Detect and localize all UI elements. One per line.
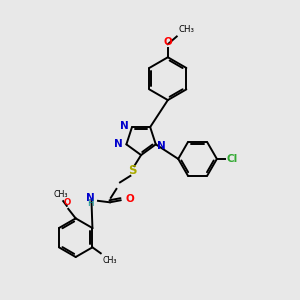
Text: N: N xyxy=(86,193,95,202)
Text: CH₃: CH₃ xyxy=(54,190,68,199)
Text: N: N xyxy=(120,121,128,131)
Text: N: N xyxy=(157,141,166,151)
Text: CH₃: CH₃ xyxy=(103,256,117,265)
Text: N: N xyxy=(114,140,123,149)
Text: CH₃: CH₃ xyxy=(178,26,194,34)
Text: Cl: Cl xyxy=(226,154,238,164)
Text: H: H xyxy=(87,199,94,208)
Text: O: O xyxy=(125,194,134,204)
Text: O: O xyxy=(63,198,70,207)
Text: S: S xyxy=(128,164,137,177)
Text: O: O xyxy=(164,37,172,47)
